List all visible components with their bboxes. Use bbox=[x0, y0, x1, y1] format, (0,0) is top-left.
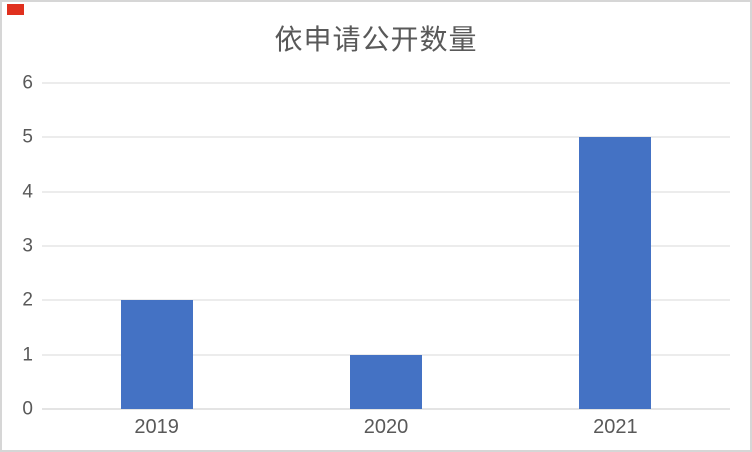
gridline-4 bbox=[42, 191, 730, 193]
y-tick-label-0: 0 bbox=[22, 398, 33, 420]
plot-area bbox=[42, 82, 730, 410]
gridline-2 bbox=[42, 299, 730, 301]
x-tick-label-2021: 2021 bbox=[593, 416, 638, 438]
y-tick-label-6: 6 bbox=[22, 72, 33, 94]
y-tick-label-5: 5 bbox=[22, 126, 33, 148]
bar-2021 bbox=[579, 137, 652, 409]
gridline-3 bbox=[42, 245, 730, 247]
y-tick-label-4: 4 bbox=[22, 181, 33, 203]
y-tick-label-1: 1 bbox=[22, 344, 33, 366]
red-corner-marker bbox=[7, 4, 24, 15]
gridline-0 bbox=[42, 408, 730, 410]
gridline-6 bbox=[42, 82, 730, 84]
x-axis-labels: 2019 2020 2021 bbox=[42, 417, 730, 441]
x-tick-label-2019: 2019 bbox=[134, 416, 179, 438]
x-tick-label-2020: 2020 bbox=[363, 416, 409, 438]
y-axis-labels: 0 1 2 3 4 5 6 bbox=[2, 74, 33, 419]
chart-title: 依申请公开数量 bbox=[274, 24, 478, 55]
bar-2020 bbox=[350, 354, 422, 409]
bar-2019 bbox=[120, 300, 193, 409]
gridline-5 bbox=[42, 136, 730, 138]
y-tick-label-2: 2 bbox=[22, 289, 33, 311]
y-tick-label-3: 3 bbox=[22, 235, 33, 257]
